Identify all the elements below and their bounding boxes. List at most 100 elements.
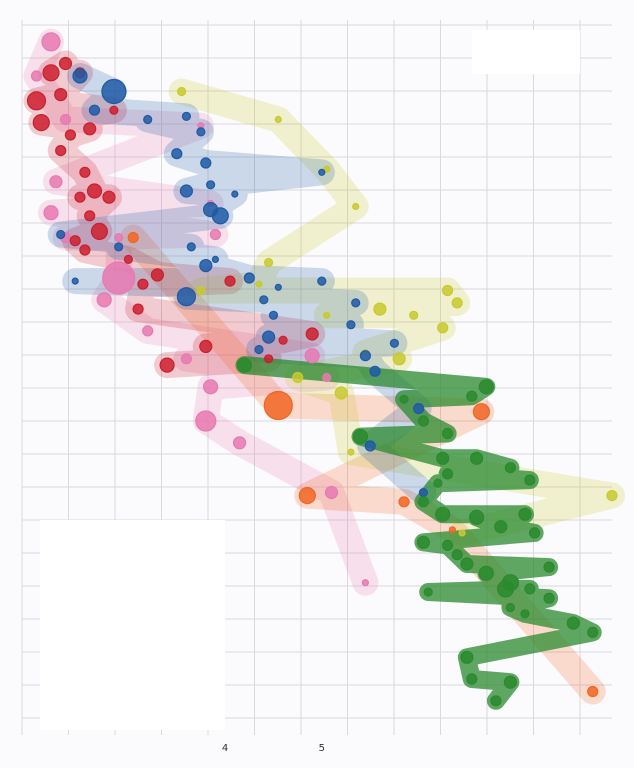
- data-point: [143, 114, 153, 125]
- data-point: [524, 474, 536, 486]
- data-point: [196, 285, 206, 296]
- data-point: [423, 587, 433, 597]
- data-point: [114, 242, 124, 252]
- data-point: [26, 91, 47, 111]
- data-point: [123, 254, 133, 264]
- data-point: [324, 485, 339, 500]
- data-point: [436, 451, 450, 465]
- data-point: [418, 487, 428, 498]
- data-point: [196, 127, 206, 137]
- data-point: [56, 229, 66, 240]
- data-point: [102, 190, 116, 204]
- data-point: [497, 580, 515, 598]
- data-point: [359, 350, 371, 362]
- data-point: [259, 295, 269, 305]
- data-point: [30, 70, 43, 82]
- data-point: [195, 410, 217, 432]
- data-point: [494, 520, 508, 534]
- data-point: [177, 86, 187, 97]
- data-point: [528, 527, 541, 539]
- data-point: [55, 145, 67, 157]
- data-point: [254, 344, 264, 355]
- data-point: [334, 386, 348, 400]
- data-point: [304, 348, 320, 364]
- data-point: [176, 287, 196, 307]
- x-tick-label: 5: [319, 743, 325, 754]
- data-point: [323, 165, 331, 173]
- data-point: [171, 148, 183, 160]
- data-point: [109, 105, 119, 115]
- data-point: [417, 496, 429, 508]
- data-point: [543, 592, 555, 604]
- data-point: [416, 535, 430, 549]
- data-point: [518, 507, 532, 521]
- data-point: [413, 403, 425, 415]
- data-point: [264, 257, 274, 268]
- data-point: [102, 261, 136, 295]
- data-point: [399, 394, 409, 404]
- data-point: [69, 235, 81, 247]
- data-point: [181, 111, 191, 122]
- data-point: [323, 311, 331, 319]
- data-point: [451, 297, 463, 309]
- data-point: [209, 228, 221, 241]
- data-point: [41, 32, 61, 52]
- data-point: [305, 327, 319, 341]
- data-point: [458, 529, 466, 537]
- data-point: [203, 379, 219, 395]
- data-point: [322, 372, 332, 383]
- data-point: [233, 436, 247, 450]
- data-point: [114, 233, 124, 243]
- data-point: [58, 56, 73, 71]
- data-point: [54, 87, 68, 102]
- data-point: [262, 330, 276, 344]
- data-point: [199, 339, 213, 353]
- data-point: [448, 526, 456, 534]
- data-point: [179, 184, 193, 198]
- data-point: [435, 506, 451, 522]
- data-point: [347, 448, 355, 456]
- data-point: [255, 280, 263, 288]
- data-point: [478, 565, 494, 581]
- data-point: [274, 283, 282, 291]
- data-point: [64, 129, 77, 141]
- data-point: [71, 277, 79, 285]
- data-point: [566, 616, 580, 630]
- data-point: [352, 429, 369, 445]
- data-point: [42, 64, 60, 82]
- data-point: [469, 509, 485, 526]
- data-point: [159, 357, 175, 373]
- data-point: [186, 242, 196, 252]
- data-point: [243, 272, 255, 284]
- data-point: [74, 191, 86, 203]
- data-point: [373, 302, 387, 316]
- data-point: [587, 626, 599, 639]
- data-point: [460, 557, 474, 571]
- data-point: [478, 379, 494, 395]
- data-point: [503, 675, 517, 689]
- data-point: [274, 115, 282, 124]
- data-point: [127, 232, 139, 244]
- data-point: [389, 338, 399, 348]
- data-point: [142, 325, 154, 337]
- data-point: [317, 276, 327, 286]
- data-point: [466, 673, 478, 685]
- data-point: [43, 205, 59, 221]
- data-point: [59, 113, 72, 126]
- data-point: [369, 365, 381, 377]
- data-point: [236, 357, 253, 373]
- data-point: [49, 175, 63, 189]
- data-point: [278, 335, 288, 345]
- data-point: [520, 609, 530, 619]
- data-point: [224, 275, 236, 287]
- data-point: [437, 322, 449, 334]
- data-point: [505, 602, 515, 613]
- data-point: [470, 451, 484, 465]
- data-point: [442, 284, 454, 297]
- cluster-outline-fill: [168, 78, 625, 546]
- data-point: [472, 403, 490, 421]
- data-point: [292, 371, 304, 384]
- data-point: [79, 166, 91, 178]
